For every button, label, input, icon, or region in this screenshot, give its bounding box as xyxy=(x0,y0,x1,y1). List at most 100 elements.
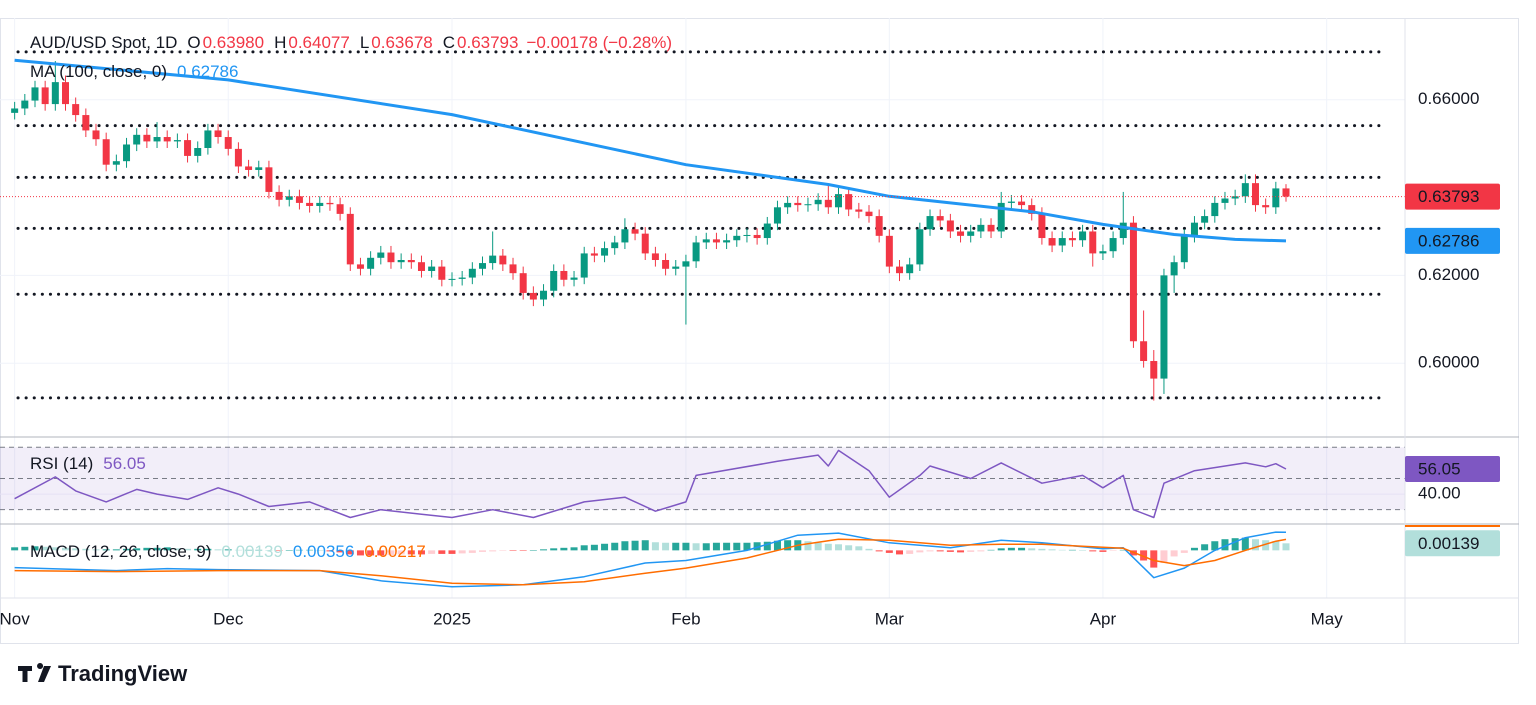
macd-histogram-bar xyxy=(875,550,883,552)
rsi-name: RSI (14) xyxy=(30,454,93,473)
candle-body xyxy=(509,264,517,274)
macd-histogram-bar xyxy=(21,546,29,551)
rsi-value-label-bg xyxy=(1405,456,1500,483)
macd-histogram-bar xyxy=(265,550,273,551)
candle-body xyxy=(214,130,222,138)
macd-histogram-bar xyxy=(367,550,375,556)
candle-body xyxy=(407,260,415,263)
candle-body xyxy=(224,137,232,149)
candle-body xyxy=(1099,251,1107,254)
macd-histogram-bar xyxy=(967,550,975,552)
macd-histogram-bar xyxy=(41,546,49,551)
candle-body xyxy=(641,233,649,254)
candle-body xyxy=(316,202,324,206)
candle-body xyxy=(31,87,39,101)
macd-histogram-bar xyxy=(387,550,395,555)
macd-histogram-bar xyxy=(946,550,954,552)
y-tick-label: 0.62000 xyxy=(1418,265,1479,284)
macd-histogram-bar xyxy=(499,550,507,551)
candle-body xyxy=(1119,222,1127,239)
candle-body xyxy=(631,229,639,234)
candle-body xyxy=(977,224,985,232)
macd-histogram-bar xyxy=(662,542,670,551)
candle-body xyxy=(1129,222,1137,342)
candle-body xyxy=(1018,201,1026,206)
candle-body xyxy=(682,261,690,267)
macd-histogram-bar xyxy=(214,549,222,551)
histogram-value-label: 0.00139 xyxy=(1418,534,1479,553)
macd-histogram-bar xyxy=(316,550,324,551)
frame xyxy=(0,18,1519,644)
candle-body xyxy=(255,167,263,170)
last-price-label: 0.63793 xyxy=(1418,187,1479,206)
candle-body xyxy=(326,202,334,205)
macd-histogram-bar xyxy=(468,550,476,553)
ohlc-value: 0.63980 xyxy=(203,33,264,52)
x-tick-label: Nov xyxy=(0,609,30,628)
macd-histogram-bar xyxy=(92,549,100,551)
candle-body xyxy=(336,204,344,214)
macd-histogram-bar xyxy=(458,550,466,554)
macd-histogram-bar xyxy=(479,550,487,552)
macd-histogram-bar xyxy=(1007,547,1015,551)
candle-body xyxy=(1140,341,1148,362)
candle-body xyxy=(1241,183,1249,197)
macd-histogram-bar xyxy=(1048,549,1056,551)
brand-name: TradingView xyxy=(58,661,188,686)
macd-histogram-bar xyxy=(194,548,202,551)
x-tick-label: Dec xyxy=(213,609,244,628)
candle-body xyxy=(987,224,995,232)
ohlc-key: C xyxy=(443,33,455,52)
candle-body xyxy=(550,270,558,291)
macd-histogram-bar xyxy=(550,548,558,551)
candle-body xyxy=(1201,216,1209,223)
ma-value: 0.62786 xyxy=(177,62,238,81)
macd-line xyxy=(14,531,1287,588)
macd-histogram-bar xyxy=(112,549,120,551)
macd-histogram-bar xyxy=(580,545,588,551)
macd-histogram-bar xyxy=(448,550,456,554)
candle-body xyxy=(1251,183,1259,206)
macd-histogram-bar xyxy=(672,542,680,551)
macd-histogram-bar xyxy=(153,547,161,551)
macd-pane xyxy=(11,531,1290,588)
macd-histogram-bar xyxy=(743,542,751,551)
candle-body xyxy=(814,199,822,205)
candle-body xyxy=(723,240,731,243)
candle-body xyxy=(946,220,954,232)
candle-body xyxy=(458,277,466,279)
macd-histogram-bar xyxy=(784,540,792,551)
macd-histogram-bar xyxy=(1089,550,1097,552)
ohlc-value: 0.63678 xyxy=(371,33,432,52)
x-tick-label: Apr xyxy=(1090,609,1117,628)
candle-body xyxy=(763,223,771,239)
macd-histogram-bar xyxy=(1160,550,1168,564)
candle-body xyxy=(621,229,629,243)
macd-histogram-bar xyxy=(509,550,517,551)
histogram-value-label-bg xyxy=(1405,530,1500,557)
candle-body xyxy=(21,100,29,109)
candle-body xyxy=(367,257,375,269)
macd-histogram-bar xyxy=(987,549,995,551)
candle-body xyxy=(957,231,965,236)
macd-histogram-bar xyxy=(1170,550,1178,557)
candle-body xyxy=(1190,222,1198,236)
macd-histogram-bar xyxy=(123,548,131,551)
candle-body xyxy=(448,278,456,280)
candle-body xyxy=(275,191,283,200)
rsi-pane xyxy=(0,446,1405,519)
macd-histogram-bar xyxy=(865,548,873,551)
macd-histogram-bar xyxy=(855,546,863,551)
x-tick-label: 2025 xyxy=(433,609,471,628)
candle-body xyxy=(845,194,853,210)
macd-histogram-bar xyxy=(1262,540,1270,551)
candle-body xyxy=(611,242,619,249)
rsi-value: 56.05 xyxy=(103,454,146,473)
macd-histogram-bar xyxy=(590,544,598,551)
candle-body xyxy=(1068,238,1076,241)
candle-body xyxy=(499,255,507,265)
macd-histogram-bar xyxy=(224,549,232,551)
macd-histogram-bar xyxy=(163,547,171,551)
candle-body xyxy=(601,248,609,256)
macd-histogram-bar xyxy=(845,545,853,551)
